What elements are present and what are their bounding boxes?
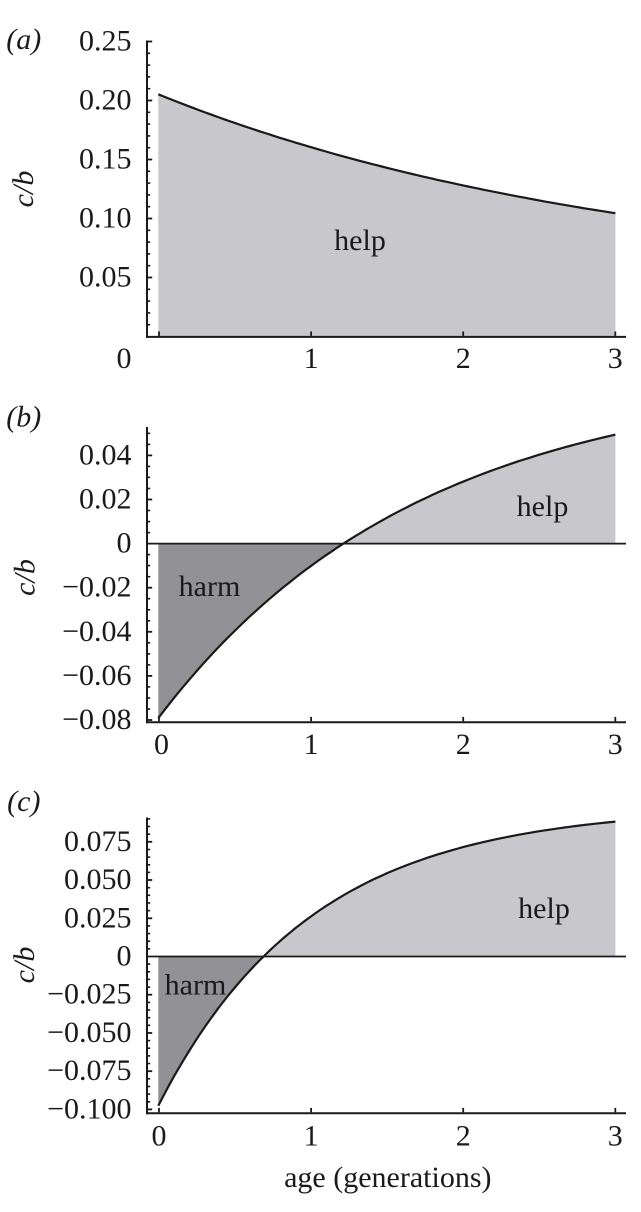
- svg-text:0: 0: [117, 940, 132, 973]
- svg-text:c/b: c/b: [9, 559, 42, 596]
- svg-text:help: help: [334, 224, 386, 257]
- svg-text:harm: harm: [179, 570, 241, 603]
- svg-text:3: 3: [608, 728, 623, 761]
- svg-text:1: 1: [304, 728, 319, 761]
- svg-text:0.050: 0.050: [64, 863, 132, 896]
- svg-text:0.025: 0.025: [64, 901, 132, 934]
- svg-text:2: 2: [456, 1120, 471, 1153]
- svg-text:1: 1: [304, 342, 319, 375]
- svg-text:0.10: 0.10: [79, 202, 132, 235]
- svg-text:help: help: [518, 892, 570, 925]
- svg-text:c/b: c/b: [8, 947, 41, 984]
- svg-text:−0.08: −0.08: [62, 703, 131, 736]
- svg-text:c/b: c/b: [7, 171, 40, 208]
- svg-text:−0.075: −0.075: [47, 1054, 131, 1087]
- svg-text:(a): (a): [6, 23, 41, 56]
- svg-text:(b): (b): [6, 401, 41, 434]
- svg-text:0: 0: [117, 527, 132, 560]
- svg-text:0.02: 0.02: [79, 483, 132, 516]
- svg-text:−0.04: −0.04: [62, 615, 131, 648]
- svg-text:2: 2: [456, 728, 471, 761]
- svg-text:1: 1: [304, 1120, 319, 1153]
- svg-text:0.04: 0.04: [79, 438, 132, 471]
- svg-text:harm: harm: [165, 969, 227, 1002]
- svg-text:−0.025: −0.025: [47, 978, 131, 1011]
- svg-text:0.20: 0.20: [79, 84, 132, 117]
- svg-text:0.075: 0.075: [64, 825, 132, 858]
- svg-text:age (generations): age (generations): [284, 1161, 491, 1194]
- svg-text:3: 3: [608, 1120, 623, 1153]
- svg-text:0: 0: [154, 728, 169, 761]
- svg-text:0.05: 0.05: [79, 261, 132, 294]
- svg-text:(c): (c): [7, 785, 40, 818]
- svg-text:0.25: 0.25: [79, 25, 132, 58]
- svg-text:0.15: 0.15: [79, 143, 132, 176]
- svg-text:0: 0: [117, 342, 132, 375]
- svg-text:−0.06: −0.06: [62, 659, 131, 692]
- svg-text:−0.100: −0.100: [47, 1092, 131, 1125]
- svg-text:−0.02: −0.02: [62, 571, 131, 604]
- svg-text:2: 2: [456, 342, 471, 375]
- svg-text:0: 0: [152, 1120, 167, 1153]
- svg-text:help: help: [517, 490, 569, 523]
- svg-text:−0.050: −0.050: [47, 1016, 131, 1049]
- svg-text:3: 3: [608, 342, 623, 375]
